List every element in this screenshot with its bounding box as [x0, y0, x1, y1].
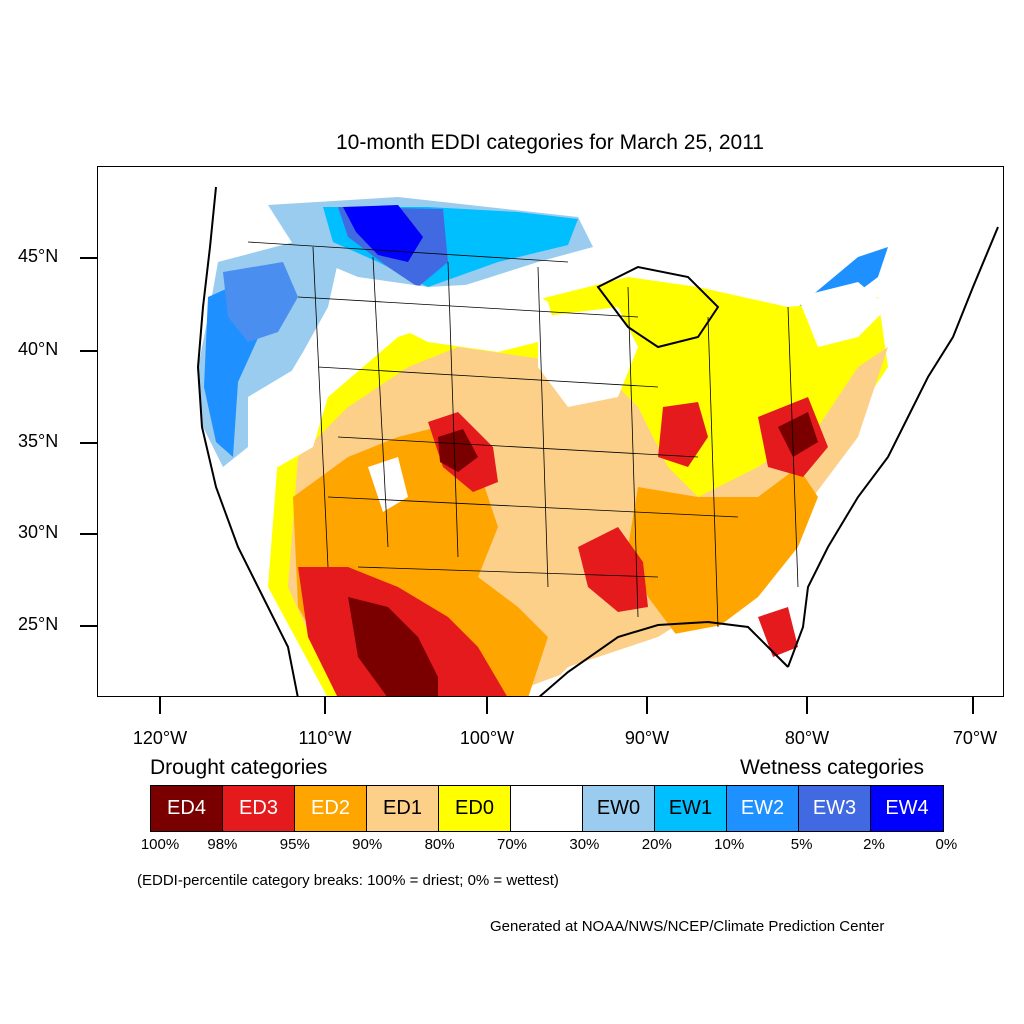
drought-categories-heading: Drought categories — [150, 756, 328, 779]
water-mask — [98, 167, 1003, 696]
legend-box-ed2: ED2 — [295, 786, 367, 831]
lat-tick — [80, 257, 97, 259]
wetness-categories-heading: Wetness categories — [740, 756, 925, 779]
midwest-neutral — [538, 307, 638, 407]
credit-line: Generated at NOAA/NWS/NCEP/Climate Predi… — [490, 918, 885, 935]
legend-box-ed3: ED3 — [223, 786, 295, 831]
legend-box-ew0: EW0 — [583, 786, 655, 831]
percentile-label: 5% — [790, 836, 813, 853]
percentile-label: 0% — [935, 836, 958, 853]
legend-box-ed0: ED0 — [439, 786, 511, 831]
map-title: 10-month EDDI categories for March 25, 2… — [336, 131, 764, 154]
percentile-label: 90% — [352, 836, 383, 853]
percentile-label: 70% — [496, 836, 528, 853]
four-corners-neutral — [368, 457, 408, 512]
lon-tick — [646, 697, 648, 714]
drought-regions — [268, 277, 888, 696]
eddi-map — [97, 166, 1004, 697]
legend-box-ew1: EW1 — [655, 786, 727, 831]
lon-label-70: 70°W — [952, 728, 998, 748]
lat-tick — [80, 350, 97, 352]
ed3-ohio-region — [658, 402, 708, 467]
ed3-florida-region — [758, 607, 798, 657]
ed3-gulf-region — [578, 527, 648, 612]
ed2-southeast-region — [628, 467, 818, 637]
category-breaks-note: (EDDI-percentile category breaks: 100% =… — [137, 872, 559, 889]
legend-box-neutral — [511, 786, 583, 831]
legend-box-ed1: ED1 — [367, 786, 439, 831]
neutral-regions — [248, 277, 888, 512]
percentile-label: 80% — [424, 836, 455, 853]
percentile-label: 20% — [641, 836, 672, 853]
montana-ew4-region — [343, 205, 423, 262]
lat-tick — [80, 442, 97, 444]
lon-tick — [159, 697, 161, 714]
lon-label-110: 110°W — [298, 728, 352, 748]
ed4-colorado-region — [438, 429, 478, 472]
ed4-midatlantic-region — [778, 412, 818, 457]
lon-tick — [806, 697, 808, 714]
percentile-label: 10% — [714, 836, 745, 853]
atlantic-coast — [787, 226, 999, 668]
pacific-coast — [196, 186, 299, 696]
lat-label-35: 35°N — [18, 431, 59, 451]
lon-label-120: 120°W — [132, 728, 188, 748]
lat-label-30: 30°N — [18, 522, 59, 542]
lon-tick — [324, 697, 326, 714]
percentile-label: 95% — [279, 836, 310, 853]
gulf-coast — [538, 620, 789, 696]
lat-label-45: 45°N — [18, 246, 59, 266]
great-basin-neutral — [248, 367, 328, 467]
legend-box-ew4: EW4 — [871, 786, 943, 831]
northwest-ew2-region — [223, 262, 298, 342]
lat-tick — [80, 625, 97, 627]
lon-label-80: 80°W — [784, 728, 830, 748]
legend-box-ew2: EW2 — [727, 786, 799, 831]
lat-tick — [80, 533, 97, 535]
lon-tick — [972, 697, 974, 714]
lon-tick — [486, 697, 488, 714]
percentile-label: 30% — [569, 836, 600, 853]
percentile-label: 2% — [863, 836, 885, 853]
lon-label-100: 100°W — [459, 728, 515, 748]
percentile-label: 100% — [140, 836, 180, 853]
northern-plains-neutral — [358, 277, 558, 352]
legend-box-ed4: ED4 — [151, 786, 223, 831]
legend-color-bar: ED4 ED3 ED2 ED1 ED0 EW0 EW1 EW2 EW3 EW4 — [150, 785, 944, 832]
northeast-neutral — [798, 282, 888, 347]
lon-label-90: 90°W — [624, 728, 670, 748]
legend-box-ew3: EW3 — [799, 786, 871, 831]
lat-label-25: 25°N — [18, 614, 59, 634]
percentile-label: 98% — [207, 836, 238, 853]
lat-label-40: 40°N — [18, 339, 59, 359]
state-borders — [247, 241, 799, 628]
map-canvas — [98, 167, 1003, 696]
ed4-mexico-region — [348, 597, 438, 696]
